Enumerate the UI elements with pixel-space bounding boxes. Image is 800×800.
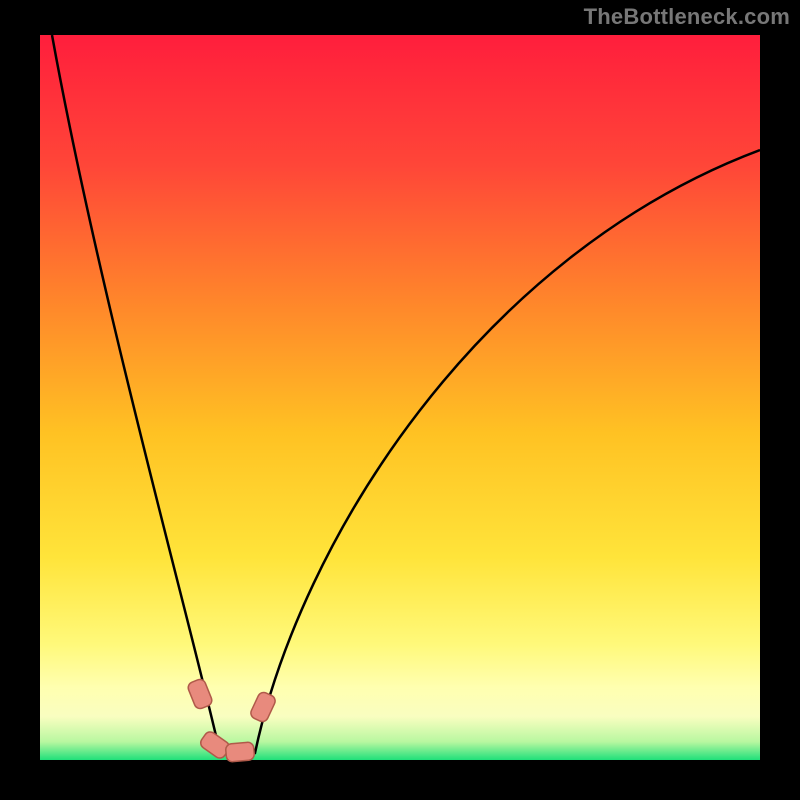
- plot-background: [40, 35, 760, 760]
- data-marker: [225, 742, 254, 762]
- bottleneck-chart: [0, 0, 800, 800]
- watermark-text: TheBottleneck.com: [584, 4, 790, 30]
- chart-container: TheBottleneck.com: [0, 0, 800, 800]
